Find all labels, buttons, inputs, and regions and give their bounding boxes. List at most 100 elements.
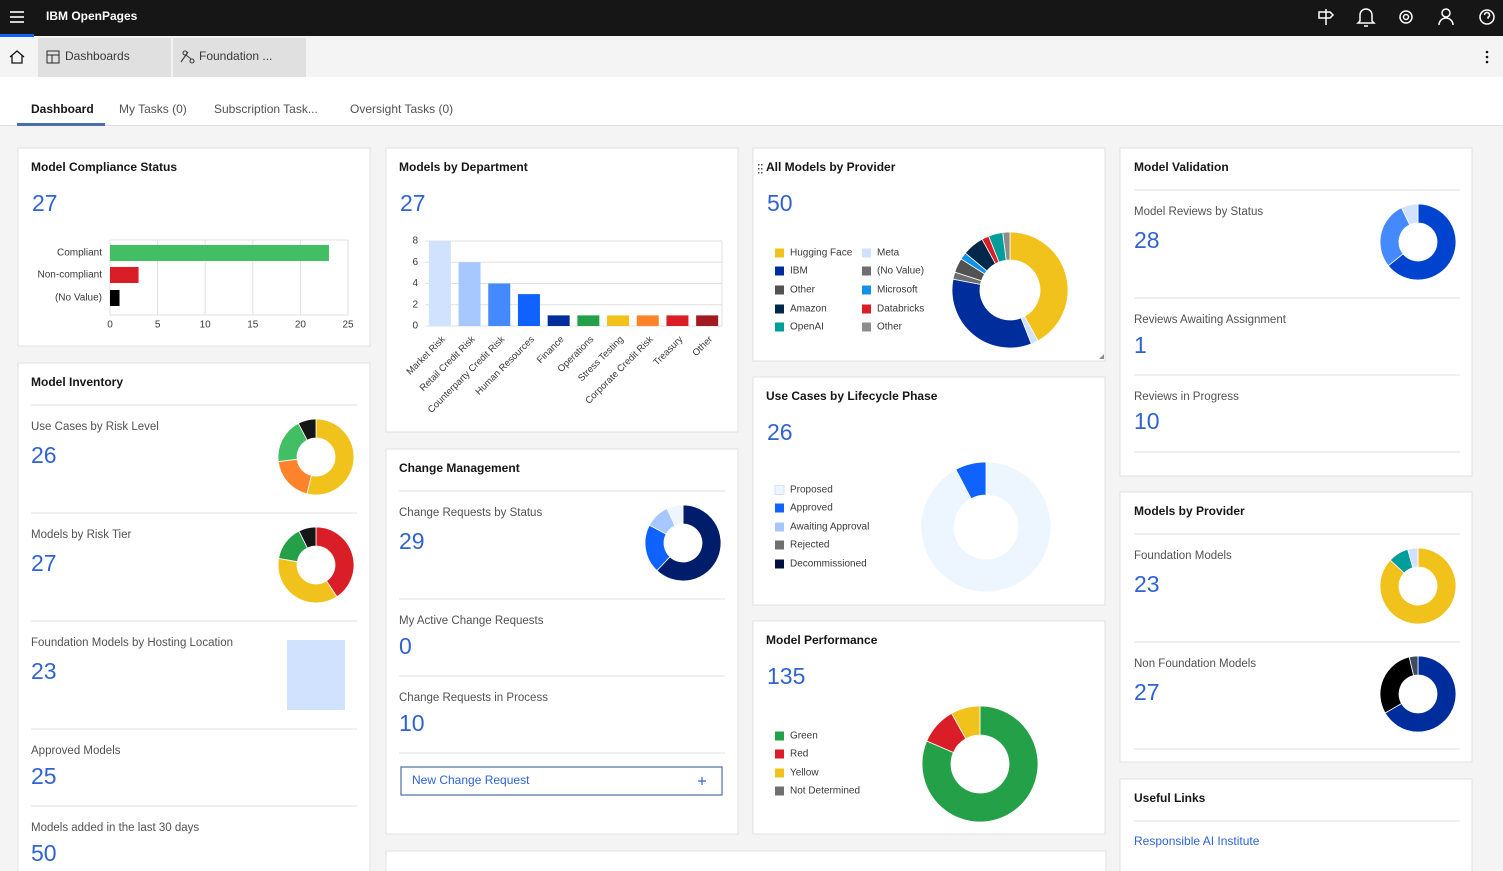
bar xyxy=(428,241,451,326)
bar xyxy=(666,315,689,326)
legend-label: OpenAI xyxy=(790,322,824,333)
metric-label: Foundation Models xyxy=(1134,550,1232,562)
resize-corner xyxy=(1099,354,1104,359)
y-category-label: (No Value) xyxy=(55,293,102,304)
breadcrumb-tab[interactable] xyxy=(38,38,171,77)
legend-swatch xyxy=(775,266,784,276)
metric-value: 28 xyxy=(1134,227,1160,253)
metric-value: 23 xyxy=(1134,571,1160,597)
legend-label: Other xyxy=(790,285,816,296)
drag-handle-icon[interactable] xyxy=(758,164,763,174)
y-tick-label: 8 xyxy=(412,236,418,247)
card-title: Change Management xyxy=(399,461,520,475)
tab[interactable]: Dashboard xyxy=(31,102,94,116)
settings-icon[interactable] xyxy=(1399,10,1413,24)
user-icon[interactable] xyxy=(1438,8,1454,26)
metric-value: 26 xyxy=(31,442,57,468)
donut-segment xyxy=(306,418,355,496)
bar xyxy=(607,315,630,326)
metric-value: 27 xyxy=(400,190,426,216)
breadcrumb-label[interactable]: Dashboards xyxy=(65,49,130,63)
legend-swatch xyxy=(862,266,871,276)
metric-label: Reviews in Progress xyxy=(1134,391,1239,403)
legend-label: Awaiting Approval xyxy=(790,522,869,533)
metric-value: 50 xyxy=(767,190,793,216)
donut-segment xyxy=(921,705,1039,823)
tab[interactable]: My Tasks (0) xyxy=(119,102,187,116)
legend-label: Amazon xyxy=(790,304,827,315)
card xyxy=(17,362,371,871)
card xyxy=(752,620,1106,835)
breadcrumb-tab[interactable] xyxy=(173,38,306,77)
breadcrumb-label[interactable]: Foundation ... xyxy=(199,49,272,63)
donut-segment xyxy=(1009,231,1069,342)
home-icon[interactable] xyxy=(9,50,25,64)
metric-value: 27 xyxy=(31,550,57,576)
y-tick-label: 6 xyxy=(412,257,418,268)
bar xyxy=(517,294,540,326)
link[interactable]: Responsible AI Institute xyxy=(1134,834,1260,848)
legend-swatch xyxy=(775,522,784,532)
legend-swatch xyxy=(775,559,784,569)
legend-swatch xyxy=(775,540,784,550)
bar xyxy=(488,283,511,326)
donut-segment xyxy=(1400,203,1419,226)
tab[interactable]: Oversight Tasks (0) xyxy=(350,102,453,116)
y-tick-label: 2 xyxy=(412,299,418,310)
card-title: Model Validation xyxy=(1134,160,1229,174)
metric-label: Non Foundation Models xyxy=(1134,658,1256,670)
header-icons xyxy=(1318,8,1495,27)
donut-segment xyxy=(951,705,981,740)
donut-segment xyxy=(1384,655,1457,733)
notification-icon[interactable] xyxy=(1356,8,1376,27)
legend-label: Yellow xyxy=(790,768,819,779)
card xyxy=(1119,778,1473,871)
button-label[interactable]: New Change Request xyxy=(412,773,530,787)
y-tick-label: 4 xyxy=(412,278,418,289)
metric-label: Models added in the last 30 days xyxy=(31,822,199,834)
metric-label: Use Cases by Risk Level xyxy=(31,421,159,433)
card-title: Model Performance xyxy=(766,633,878,647)
donut-segment xyxy=(656,504,722,582)
donut-segment xyxy=(1408,655,1419,676)
metric-value: 27 xyxy=(32,190,58,216)
legend-label: Decommissioned xyxy=(790,559,867,570)
x-tick-label: 15 xyxy=(247,320,259,331)
menu-indicator xyxy=(0,34,34,37)
legend-swatch xyxy=(862,248,871,258)
donut-segment xyxy=(920,461,1052,593)
help-icon[interactable] xyxy=(1479,9,1495,25)
card-title: Model Compliance Status xyxy=(31,160,177,174)
legend-swatch xyxy=(775,285,784,295)
bar xyxy=(577,315,600,326)
metric-value: 25 xyxy=(31,763,57,789)
menu-icon[interactable] xyxy=(10,11,24,23)
new-change-request-button[interactable] xyxy=(400,766,723,796)
bar xyxy=(110,267,139,283)
card xyxy=(752,376,1106,606)
active-tab-indicator xyxy=(17,123,105,126)
metric-label: Foundation Models by Hosting Location xyxy=(31,637,233,649)
overflow-menu[interactable] xyxy=(1485,50,1489,64)
donut-segment xyxy=(1387,203,1457,281)
y-category-label: Compliant xyxy=(57,248,102,259)
x-tick-label: 25 xyxy=(342,320,354,331)
legend-label: Rejected xyxy=(790,540,829,551)
legend-swatch xyxy=(775,304,784,314)
legend-swatch xyxy=(775,786,784,796)
legend-swatch xyxy=(862,322,871,332)
metric-label: Change Requests in Process xyxy=(399,692,548,704)
legend-label: Green xyxy=(790,731,818,742)
card-title: Model Inventory xyxy=(31,375,123,389)
donut-segment xyxy=(951,278,1032,349)
bar xyxy=(110,290,120,306)
x-tick-label: 5 xyxy=(155,320,161,331)
donut-segment xyxy=(1002,231,1011,261)
bar xyxy=(110,245,329,261)
legend-label: Red xyxy=(790,749,808,760)
bar xyxy=(696,315,719,326)
signpost-icon[interactable] xyxy=(1318,9,1335,25)
tab[interactable]: Subscription Task... xyxy=(214,102,318,116)
y-category-label: Non-compliant xyxy=(38,270,103,281)
card-title: Models by Department xyxy=(399,160,528,174)
